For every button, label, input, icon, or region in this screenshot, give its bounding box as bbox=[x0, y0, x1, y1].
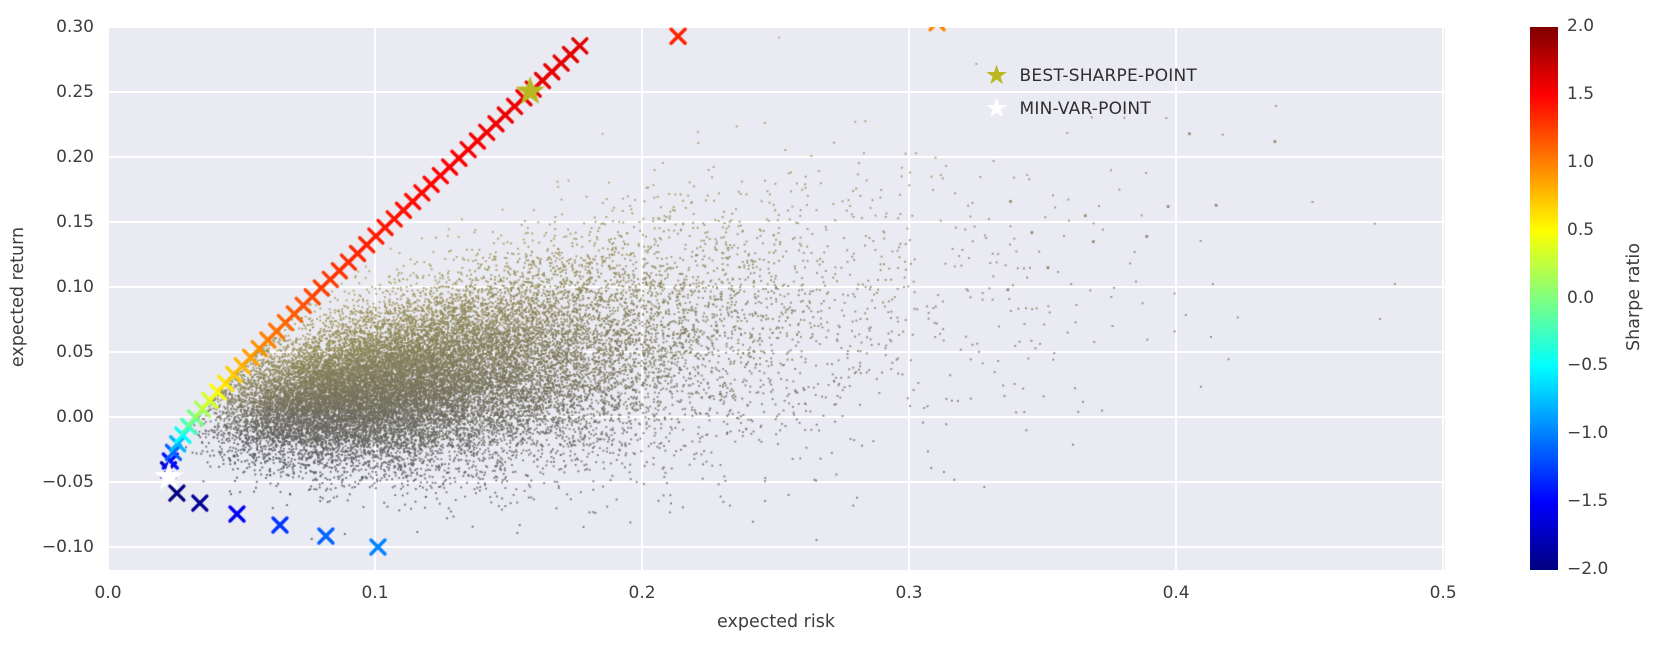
colorbar-tick-label: −1.5 bbox=[1567, 491, 1609, 512]
best-sharpe-star-icon: ★ bbox=[984, 60, 1009, 91]
y-tick-label: 0.10 bbox=[56, 277, 94, 298]
colorbar-gradient bbox=[1530, 27, 1558, 570]
x-tick-label: 0.2 bbox=[628, 583, 656, 603]
y-tick-label: 0.25 bbox=[56, 82, 94, 103]
colorbar-label: Sharpe ratio bbox=[1624, 243, 1644, 351]
colorbar-tick-label: −1.0 bbox=[1567, 423, 1609, 444]
legend-item-min-var: ★ MIN-VAR-POINT bbox=[978, 92, 1197, 125]
colorbar-tick-label: −2.0 bbox=[1567, 559, 1609, 579]
colorbar-tick-label: 0.5 bbox=[1567, 219, 1595, 240]
legend-label-min-var: MIN-VAR-POINT bbox=[1019, 98, 1151, 119]
y-tick-label: 0.00 bbox=[56, 407, 94, 428]
y-tick-label: 0.20 bbox=[56, 147, 94, 168]
colorbar-tick-label: 2.0 bbox=[1567, 16, 1595, 36]
colorbar bbox=[1530, 27, 1558, 570]
y-tick-label: −0.10 bbox=[41, 537, 94, 557]
x-tick-label: 0.3 bbox=[895, 583, 923, 603]
x-axis-label: expected risk bbox=[717, 612, 835, 632]
colorbar-tick-label: 1.5 bbox=[1567, 83, 1595, 104]
colorbar-tick-label: 1.0 bbox=[1567, 151, 1595, 172]
y-axis-label: expected return bbox=[8, 226, 28, 368]
legend-label-best-sharpe: BEST-SHARPE-POINT bbox=[1019, 65, 1197, 86]
colorbar-tick-label: 0.0 bbox=[1567, 287, 1595, 308]
x-tick-label: 0.4 bbox=[1162, 583, 1190, 603]
legend: ★ BEST-SHARPE-POINT ★ MIN-VAR-POINT bbox=[978, 59, 1197, 125]
x-tick-label: 0.1 bbox=[361, 583, 389, 603]
colorbar-tick-label: −0.5 bbox=[1567, 355, 1609, 376]
y-tick-label: −0.05 bbox=[41, 472, 94, 493]
min-var-star-icon: ★ bbox=[984, 93, 1009, 124]
legend-item-best-sharpe: ★ BEST-SHARPE-POINT bbox=[978, 59, 1197, 92]
scatter-canvas bbox=[108, 27, 1445, 570]
y-tick-label: 0.05 bbox=[56, 342, 94, 363]
x-tick-label: 0.5 bbox=[1429, 583, 1457, 603]
y-tick-label: 0.15 bbox=[56, 212, 94, 233]
x-tick-label: 0.0 bbox=[94, 583, 122, 603]
y-tick-label: 0.30 bbox=[56, 17, 94, 38]
plot-area: ★ BEST-SHARPE-POINT ★ MIN-VAR-POINT bbox=[108, 27, 1445, 570]
